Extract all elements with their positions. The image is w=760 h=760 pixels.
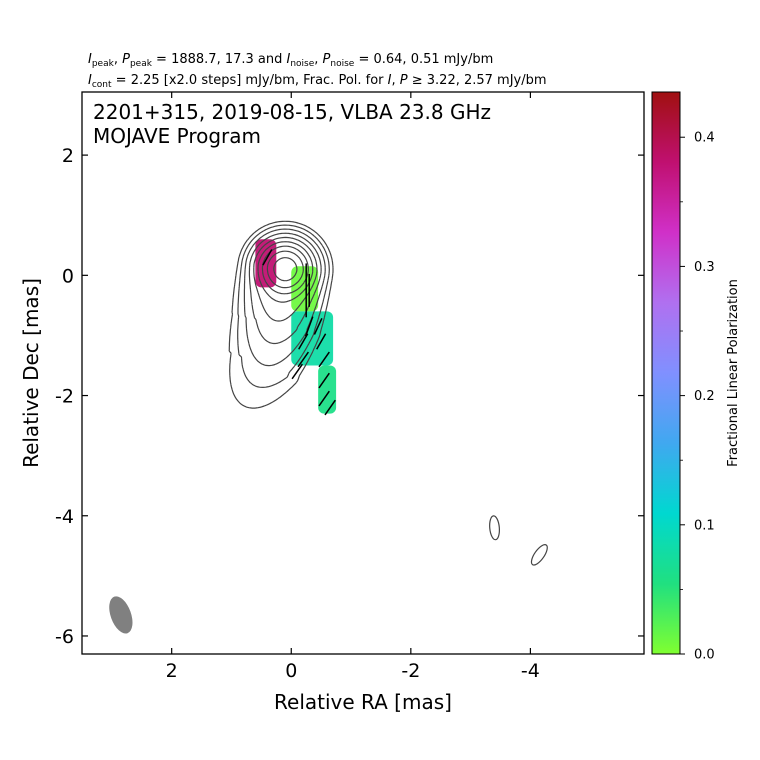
- isolated-contour: [530, 544, 548, 566]
- colorbar: [651, 91, 681, 655]
- x-tick-label: -2: [401, 660, 420, 682]
- intensity-contours: [228, 220, 548, 566]
- intensity-contour: [248, 232, 322, 345]
- source-annotation: 2201+315, 2019-08-15, VLBA 23.8 GHz: [93, 100, 491, 124]
- evpa-vector: [318, 390, 330, 407]
- intensity-contour: [228, 220, 334, 409]
- program-annotation: MOJAVE Program: [93, 124, 261, 148]
- intensity-contour: [257, 241, 314, 303]
- y-axis-label: Relative Dec [mas]: [19, 278, 43, 468]
- x-tick-label: 0: [285, 660, 297, 682]
- beam-layer: [109, 596, 133, 634]
- x-tick-label: 2: [166, 660, 178, 682]
- evpa-vector: [297, 351, 310, 368]
- evpa-vector: [324, 399, 336, 416]
- y-tick-label: -4: [55, 506, 74, 528]
- axis-ticks: 2 0 -2 -4 2 0 -2 -4 -6: [55, 92, 644, 682]
- y-tick-label: -6: [55, 626, 74, 648]
- colorbar-ticks: 0.0 0.1 0.2 0.3 0.4: [680, 131, 715, 663]
- colorbar-tick-label: 0.0: [694, 648, 715, 663]
- colorbar-tick-label: 0.4: [694, 131, 715, 146]
- colorbar-tick-label: 0.2: [694, 389, 715, 404]
- evpa-vectors: [262, 249, 336, 416]
- y-tick-label: 2: [62, 145, 74, 167]
- x-tick-label: -4: [521, 660, 540, 682]
- y-tick-label: 0: [62, 265, 74, 287]
- intensity-contour: [253, 236, 318, 322]
- y-tick-label: -2: [55, 386, 74, 408]
- evpa-vector: [318, 351, 330, 368]
- intensity-contour: [237, 224, 330, 388]
- beam-ellipse: [109, 596, 133, 634]
- evpa-vector: [304, 316, 314, 337]
- plot-frame: [81, 91, 645, 655]
- plot-area: [109, 220, 548, 634]
- evpa-vector: [262, 249, 273, 266]
- polarization-region: [318, 365, 337, 414]
- isolated-contour: [489, 515, 501, 541]
- evpa-vector: [298, 333, 309, 350]
- x-axis-label: Relative RA [mas]: [274, 690, 452, 714]
- evpa-vector: [316, 333, 327, 350]
- colorbar-tick-label: 0.1: [694, 518, 715, 533]
- evpa-vector: [291, 363, 304, 380]
- colorbar-label: Fractional Linear Polarization: [726, 279, 741, 467]
- evpa-vector: [318, 372, 330, 389]
- evpa-vector: [313, 317, 323, 335]
- intensity-contour: [266, 250, 304, 289]
- colorbar-tick-label: 0.3: [694, 260, 715, 275]
- header-line-2: Icont = 2.25 [x2.0 steps] mJy/bm, Frac. …: [88, 73, 547, 90]
- header-line-1: Ipeak, Ppeak = 1888.7, 17.3 and Inoise, …: [88, 52, 493, 69]
- intensity-contour: [273, 257, 298, 282]
